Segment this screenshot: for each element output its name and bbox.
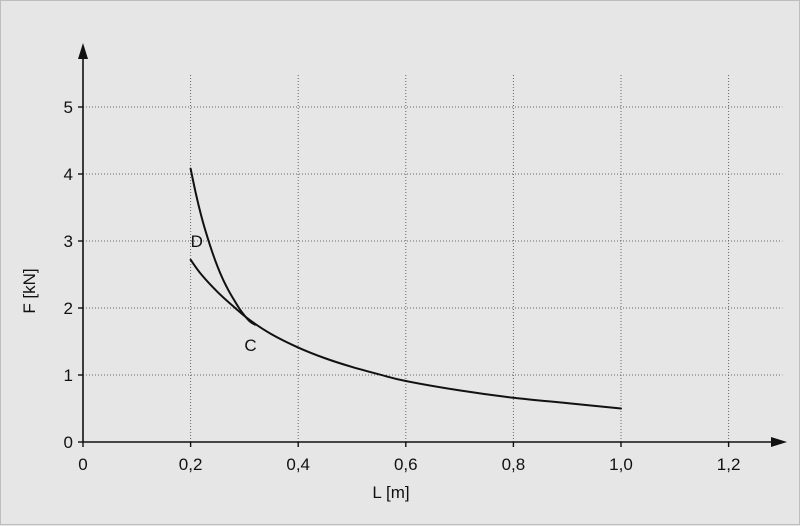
- x-tick-label: 0: [78, 455, 87, 474]
- x-tick-label: 1,0: [609, 455, 633, 474]
- x-axis-arrow: [771, 437, 787, 447]
- curve-label-d: D: [191, 232, 203, 251]
- x-tick-label: 0,6: [394, 455, 418, 474]
- series: [189, 167, 622, 410]
- x-tick-label: 0,4: [286, 455, 310, 474]
- x-axis-title: L [m]: [372, 483, 409, 502]
- grid: [83, 73, 783, 442]
- series-line-d: [189, 167, 257, 326]
- y-tick-label: 4: [64, 165, 73, 184]
- y-tick-label: 2: [64, 299, 73, 318]
- y-axis-title: F [kN]: [20, 268, 39, 313]
- labels: DC: [191, 232, 257, 355]
- y-tick-label: 3: [64, 232, 73, 251]
- x-tick-label: 0,8: [502, 455, 526, 474]
- y-tick-label: 0: [64, 433, 73, 452]
- x-tick-label: 1,2: [717, 455, 741, 474]
- x-tick-label: 0,2: [179, 455, 203, 474]
- y-tick-label: 5: [64, 98, 73, 117]
- curve-label-c: C: [244, 336, 256, 355]
- y-axis-arrow: [78, 43, 88, 59]
- series-line-c: [189, 258, 622, 410]
- y-tick-label: 1: [64, 366, 73, 385]
- axes: 0 0,2 0,4 0,6 0,8 1,0 1,2 0 1 2 3 4 5: [64, 43, 787, 474]
